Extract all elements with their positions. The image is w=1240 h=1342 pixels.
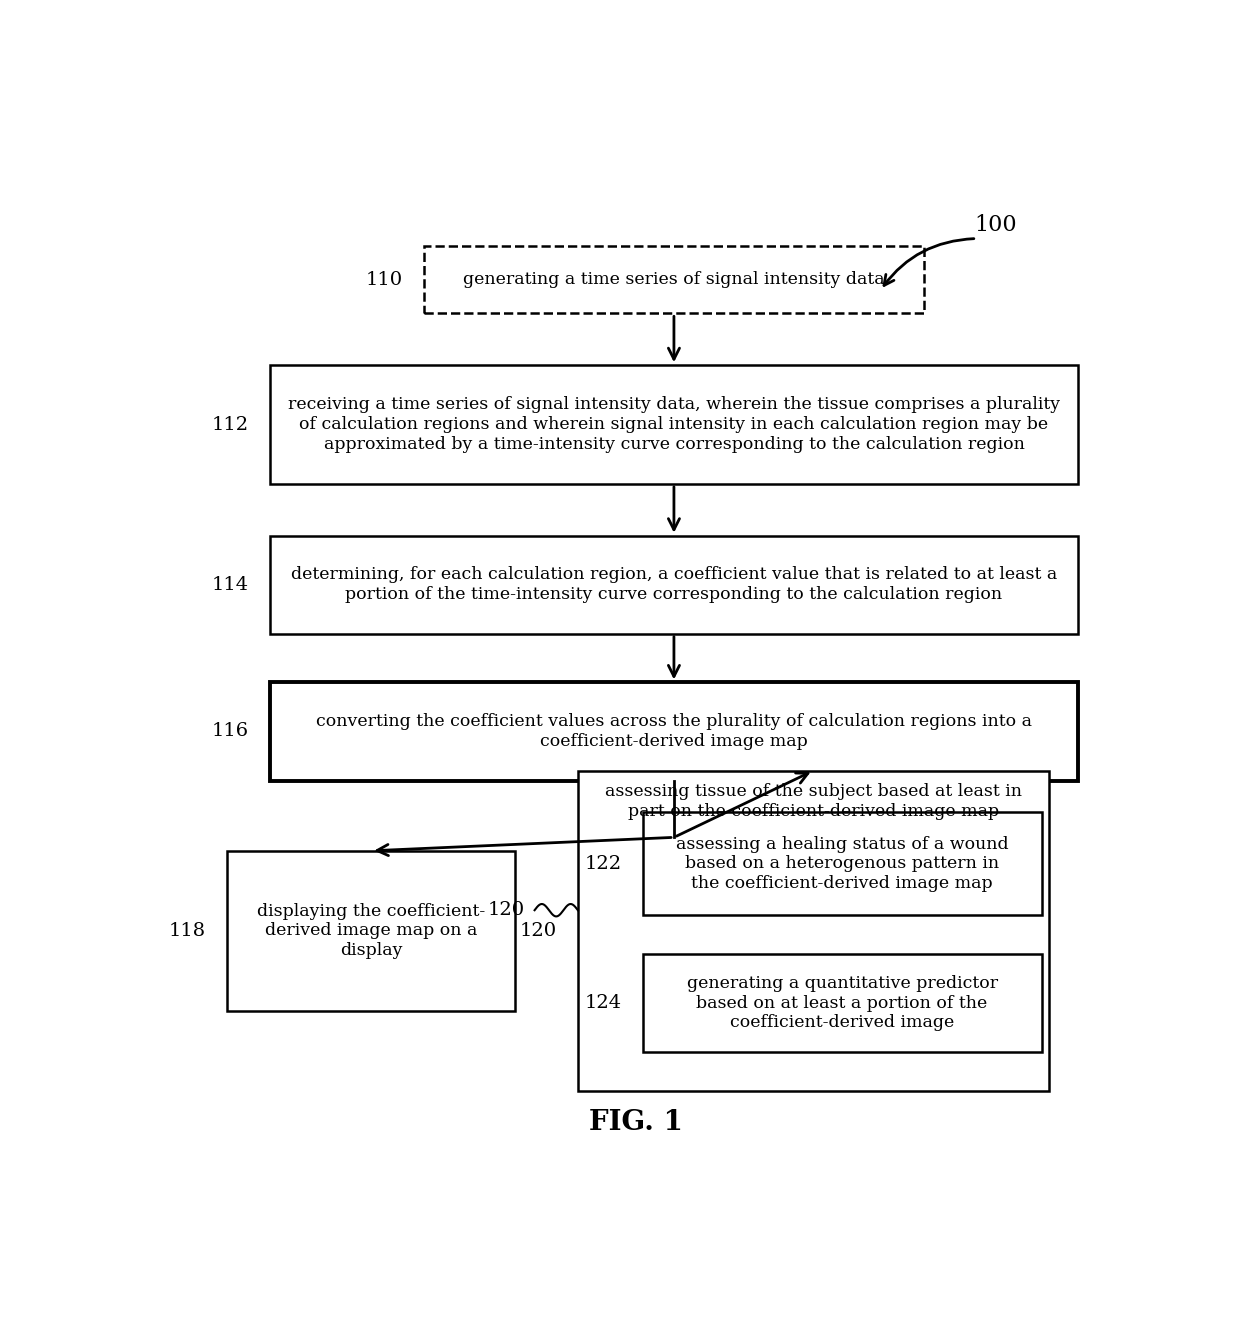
Text: 114: 114 xyxy=(212,576,249,593)
Text: assessing a healing status of a wound
based on a heterogenous pattern in
the coe: assessing a healing status of a wound ba… xyxy=(676,836,1008,892)
FancyBboxPatch shape xyxy=(424,247,924,314)
Text: 116: 116 xyxy=(212,722,249,741)
Text: 110: 110 xyxy=(366,271,403,289)
Text: determining, for each calculation region, a coefficient value that is related to: determining, for each calculation region… xyxy=(291,566,1056,603)
FancyBboxPatch shape xyxy=(270,682,1078,781)
FancyBboxPatch shape xyxy=(270,535,1078,633)
Text: displaying the coefficient-
derived image map on a
display: displaying the coefficient- derived imag… xyxy=(257,903,485,960)
Text: 118: 118 xyxy=(169,922,206,939)
FancyBboxPatch shape xyxy=(578,770,1049,1091)
Text: converting the coefficient values across the plurality of calculation regions in: converting the coefficient values across… xyxy=(316,713,1032,750)
Text: 120: 120 xyxy=(487,902,525,919)
FancyBboxPatch shape xyxy=(270,365,1078,484)
FancyBboxPatch shape xyxy=(642,812,1042,915)
FancyBboxPatch shape xyxy=(227,851,516,1011)
Text: 122: 122 xyxy=(584,855,621,872)
FancyBboxPatch shape xyxy=(642,954,1042,1052)
Text: 100: 100 xyxy=(975,215,1017,236)
Text: 120: 120 xyxy=(520,922,557,939)
Text: generating a quantitative predictor
based on at least a portion of the
coefficie: generating a quantitative predictor base… xyxy=(687,976,998,1031)
Text: assessing tissue of the subject based at least in
part on the coefficient-derive: assessing tissue of the subject based at… xyxy=(605,784,1022,820)
Text: 124: 124 xyxy=(584,994,621,1012)
Text: 112: 112 xyxy=(212,416,249,433)
Text: receiving a time series of signal intensity data, wherein the tissue comprises a: receiving a time series of signal intens… xyxy=(288,396,1060,452)
Text: generating a time series of signal intensity data: generating a time series of signal inten… xyxy=(463,271,885,289)
Text: FIG. 1: FIG. 1 xyxy=(589,1108,682,1135)
